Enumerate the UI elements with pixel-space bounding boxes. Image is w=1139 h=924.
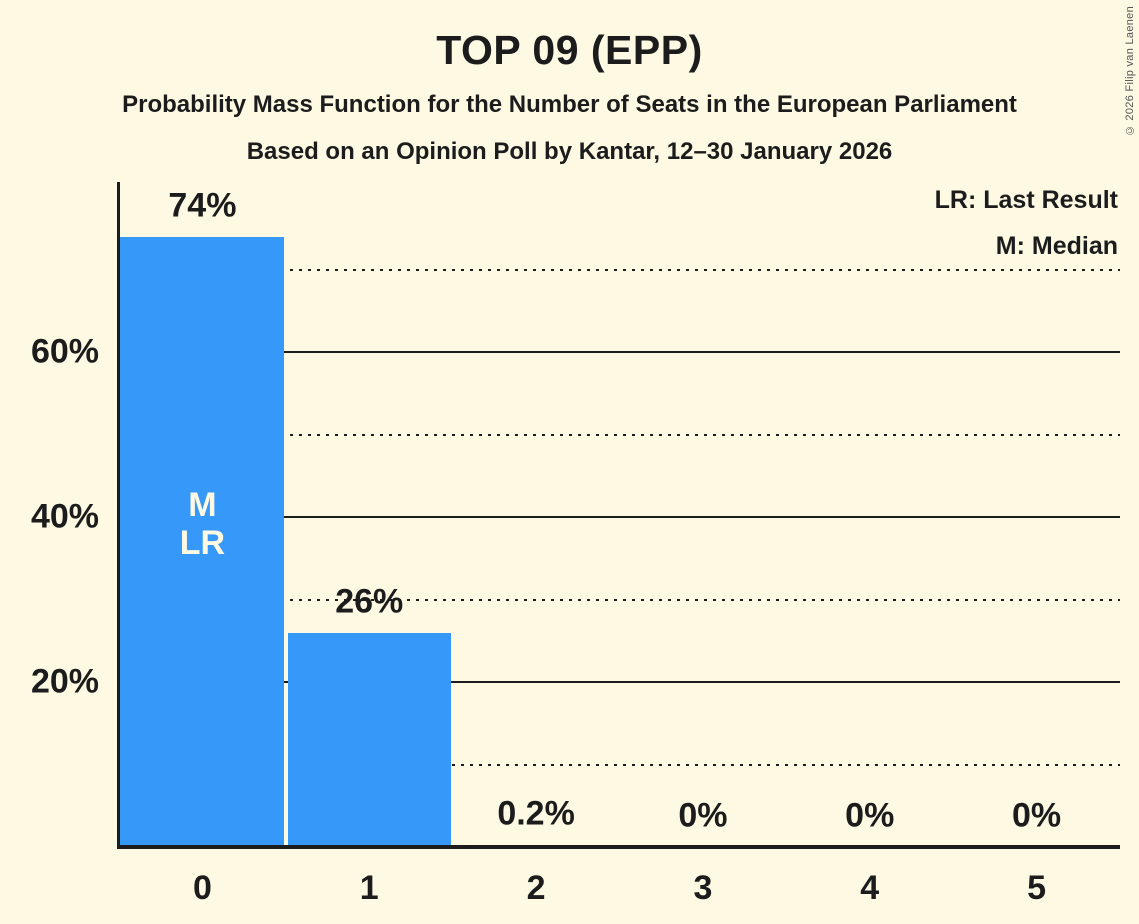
chart-subtitle: Probability Mass Function for the Number… — [122, 91, 1017, 118]
gridline-10pct — [119, 763, 1120, 766]
legend-item-median: M: Median — [995, 232, 1118, 260]
gridline-50pct — [119, 433, 1120, 436]
x-tick-label-1: 1 — [359, 869, 379, 907]
y-tick-label-20: 20% — [30, 662, 99, 701]
bar-value-label-0: 74% — [168, 186, 237, 224]
y-axis-line — [117, 182, 120, 849]
bar-value-label-2: 0.2% — [497, 794, 575, 833]
x-tick-label-5: 5 — [1027, 869, 1047, 907]
legend: LR: Last Result M: Median — [935, 177, 1118, 269]
chart-title: TOP 09 (EPP) — [436, 27, 703, 73]
gridline-70pct — [119, 268, 1120, 271]
x-axis-line — [117, 845, 1120, 849]
gridline-30pct — [119, 598, 1120, 601]
chart-poll-source: Based on an Opinion Poll by Kantar, 12–3… — [246, 138, 893, 165]
x-tick-label-4: 4 — [860, 869, 880, 907]
bar-value-label-1: 26% — [335, 582, 404, 620]
bar-value-label-5: 0% — [1012, 796, 1062, 835]
gridline-60pct — [119, 351, 1120, 353]
bar-value-label-4: 0% — [845, 796, 895, 835]
bar-seats-1 — [287, 632, 451, 847]
y-tick-label-60: 60% — [30, 332, 99, 371]
x-tick-label-0: 0 — [192, 869, 212, 907]
annotation-line-m: M — [188, 485, 217, 524]
x-tick-label-2: 2 — [526, 869, 546, 907]
bar-seats-0 — [119, 236, 284, 847]
bar-value-label-3: 0% — [678, 796, 728, 835]
median-last-result-annotation: M LR — [180, 486, 225, 562]
gridline-40pct — [119, 516, 1120, 518]
legend-item-last-result: LR: Last Result — [934, 186, 1118, 214]
y-tick-label-40: 40% — [30, 497, 99, 536]
gridline-20pct — [119, 681, 1120, 683]
x-tick-label-3: 3 — [693, 869, 713, 907]
annotation-line-lr: LR — [179, 523, 226, 562]
